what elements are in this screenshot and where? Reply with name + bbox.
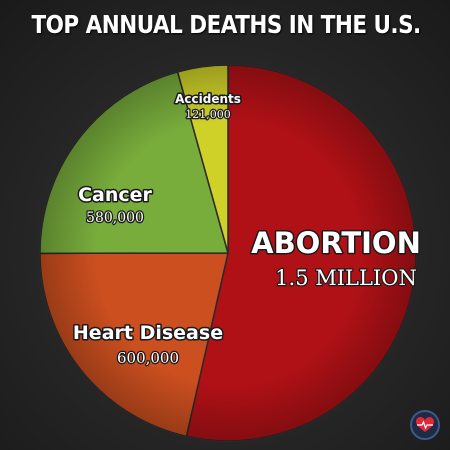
slice-label-abortion: ABORTION bbox=[251, 226, 421, 260]
slice-value-accidents: 121,000 bbox=[185, 108, 231, 121]
chart-title: TOP ANNUAL DEATHS IN THE U.S. bbox=[31, 10, 422, 39]
slice-label-accidents: Accidents bbox=[175, 92, 241, 106]
slice-label-heart-disease: Heart Disease bbox=[73, 322, 223, 344]
slice-value-heart-disease: 600,000 bbox=[117, 349, 179, 367]
slice-value-cancer: 580,000 bbox=[86, 210, 144, 226]
heart-icon bbox=[416, 417, 434, 432]
slice-value-abortion: 1.5 MILLION bbox=[275, 266, 417, 290]
slice-label-cancer: Cancer bbox=[78, 184, 152, 206]
heart-logo-badge bbox=[410, 410, 440, 440]
